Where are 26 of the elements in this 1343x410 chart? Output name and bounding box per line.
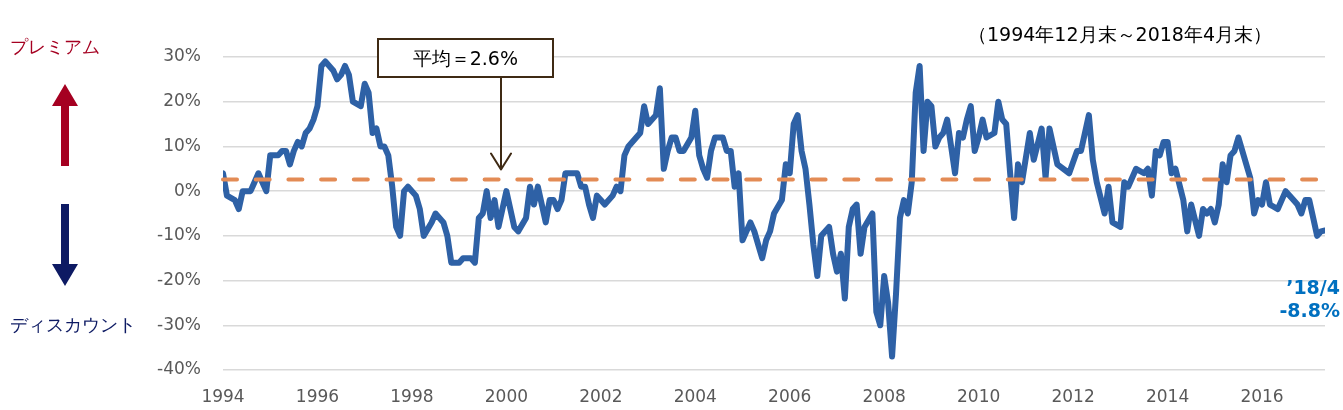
x-tick-label: 2000 [484,385,528,406]
y-tick-label: 0% [174,179,201,200]
text: ディスカウント [10,313,136,337]
y-tick-label: -40% [157,358,201,379]
callout-box: 平均＝2.6% [376,38,554,78]
x-tick-label: 2002 [579,385,623,406]
y-tick-label: -20% [157,268,201,289]
x-tick-label: 2004 [673,385,717,406]
annotation: 平均＝2.6% [412,47,518,69]
x-tick-label: 2010 [957,385,1001,406]
x-tick-label: 1996 [295,385,340,406]
text: プレミアム [10,35,100,59]
x-tick-label: 2008 [862,385,906,406]
x-tick-label: 2012 [1051,385,1095,406]
x-tick-label: 1994 [201,385,245,406]
x-tick-label: 2006 [768,385,812,406]
x-tick-label: 1998 [390,385,434,406]
y-tick-label: 20% [163,90,201,111]
annotation: ’18/4 -8.8% [1279,276,1340,323]
x-tick-label: 2016 [1240,385,1284,406]
y-tick-label: 10% [163,134,201,155]
y-tick-label: 30% [163,45,201,66]
x-tick-label: 2014 [1145,385,1190,406]
y-tick-label: -30% [157,313,201,334]
chart-subtitle: （1994年12月末～2018年4月末） [968,22,1272,46]
y-tick-label: -10% [157,224,201,245]
